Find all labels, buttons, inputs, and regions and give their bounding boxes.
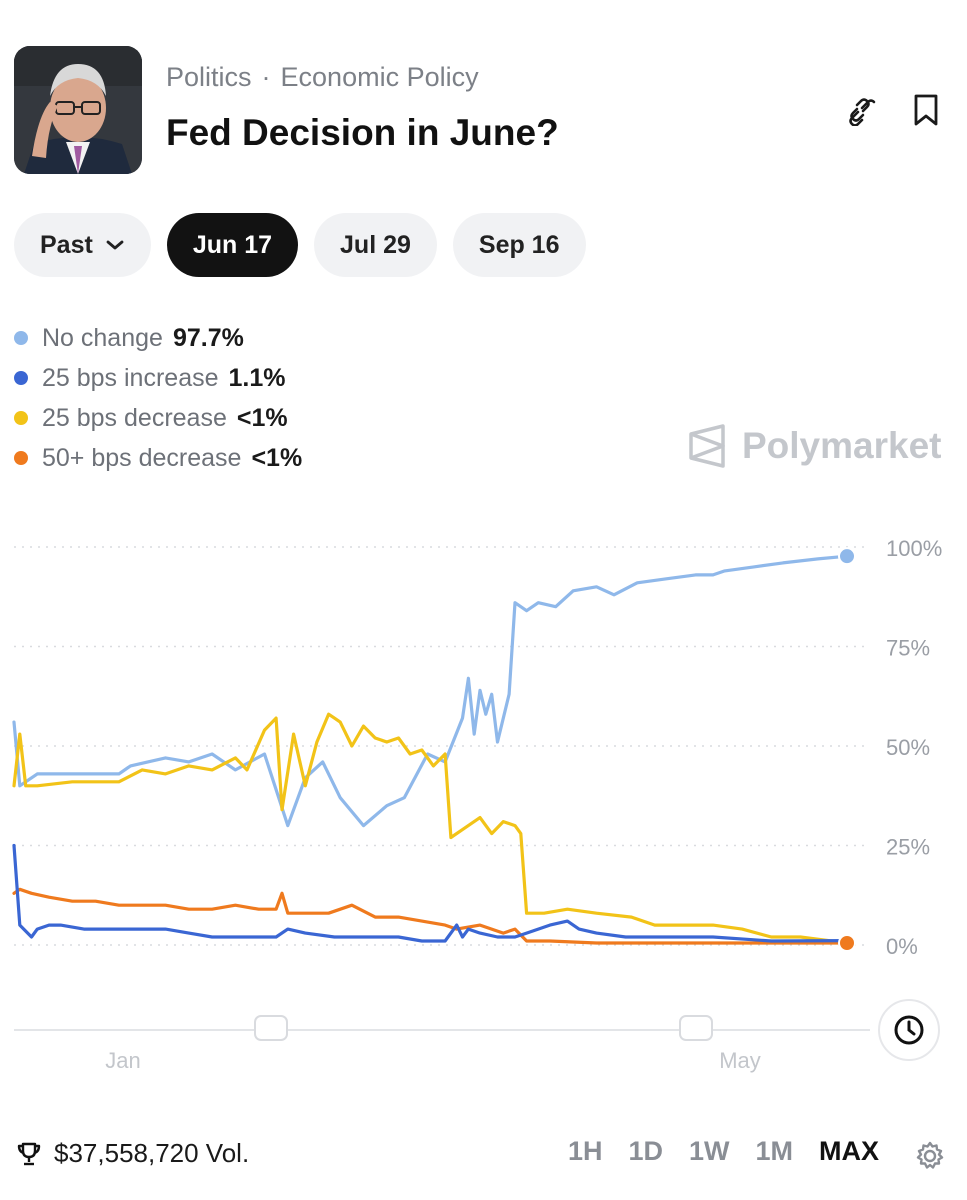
tab-jun-17-label: Jun 17 [192,230,273,259]
range-1h[interactable]: 1H [567,1136,603,1166]
bookmark-button[interactable] [904,88,948,132]
polymarket-watermark: Polymarket [686,424,942,468]
legend-item-no-change[interactable]: No change 97.7% [14,318,302,358]
legend-label: 50+ bps decrease [42,443,242,472]
tab-jul-29[interactable]: Jul 29 [314,213,437,277]
x-axis-labels: Jan May [105,1048,761,1073]
bookmark-icon [914,94,938,126]
tab-sep-16-label: Sep 16 [478,230,560,259]
time-range-tabs: 1H 1D 1W 1M MAX [568,1136,879,1167]
breadcrumb-subcategory[interactable]: Economic Policy [280,62,479,92]
time-scrubber[interactable] [14,1015,870,1041]
market-avatar [14,46,142,174]
y-axis-labels: 100% 75% 50% 25% 0% [886,536,942,959]
tab-past[interactable]: Past [14,213,151,277]
legend-value: 97.7% [172,323,244,352]
series-endpoint [838,547,856,566]
page-title: Fed Decision in June? [166,112,559,153]
legend-item-25bps-decrease[interactable]: 25 bps decrease <1% [14,398,302,438]
legend-label: 25 bps decrease [42,403,227,432]
y-tick-label: 100% [886,536,942,561]
volume-info: $37,558,720 Vol. [16,1138,249,1169]
legend-item-50bps-decrease[interactable]: 50+ bps decrease <1% [14,438,302,478]
range-1m[interactable]: 1M [755,1136,793,1166]
series-line-50-bps-decrease [12,887,849,945]
market-header: Politics · Economic Policy Fed Decision in… [14,46,954,174]
tab-past-label: Past [40,230,93,259]
y-tick-label: 75% [886,636,930,661]
chart-grid [14,546,870,946]
y-tick-label: 25% [886,835,930,860]
range-1w[interactable]: 1W [688,1136,730,1166]
x-tick-label: Jan [105,1048,140,1073]
gear-icon [916,1141,944,1169]
chevron-down-icon [105,239,125,251]
watermark-text: Polymarket [742,425,942,466]
legend-value: <1% [251,443,303,472]
probability-chart: 100% 75% 50% 25% 0% Jan May [12,536,942,1073]
scrubber-handle[interactable] [254,1015,288,1041]
series-line-25-bps-increase [12,843,849,943]
legend-dot [14,451,28,465]
breadcrumb-category[interactable]: Politics [166,62,252,92]
tab-jul-29-label: Jul 29 [340,230,411,259]
scrubber-handle[interactable] [679,1015,713,1041]
series-line-no-change [12,554,849,828]
chart-lines [12,554,849,945]
series-line-25-bps-decrease [12,712,849,945]
tab-jun-17[interactable]: Jun 17 [166,213,299,277]
breadcrumb: Politics · Economic Policy [166,62,479,93]
breadcrumb-separator: · [261,62,271,92]
legend-item-25bps-increase[interactable]: 25 bps increase 1.1% [14,358,302,398]
range-1d[interactable]: 1D [628,1136,663,1166]
chart-endpoints [838,547,856,953]
legend-value: <1% [236,403,288,432]
legend-dot [14,411,28,425]
x-tick-label: May [719,1048,761,1073]
link-icon [849,98,876,126]
tab-sep-16[interactable]: Sep 16 [452,213,586,277]
history-button[interactable] [878,999,940,1061]
trophy-icon [17,1142,41,1165]
copy-link-button[interactable] [838,88,882,132]
legend-dot [14,331,28,345]
y-tick-label: 50% [886,735,930,760]
clock-icon [894,1015,924,1045]
volume-text: $37,558,720 Vol. [54,1138,250,1168]
legend-label: No change [42,323,163,352]
legend-label: 25 bps increase [42,363,219,392]
polymarket-logo-icon [689,424,725,468]
series-endpoint [838,934,856,953]
chart-legend: No change 97.7% 25 bps increase 1.1% 25 … [14,318,302,478]
settings-button[interactable] [910,1136,950,1176]
date-tabs: Past Jun 17 Jul 29 Sep 16 [14,213,586,277]
legend-value: 1.1% [228,363,286,392]
range-max[interactable]: MAX [819,1136,879,1166]
y-tick-label: 0% [886,934,918,959]
legend-dot [14,371,28,385]
